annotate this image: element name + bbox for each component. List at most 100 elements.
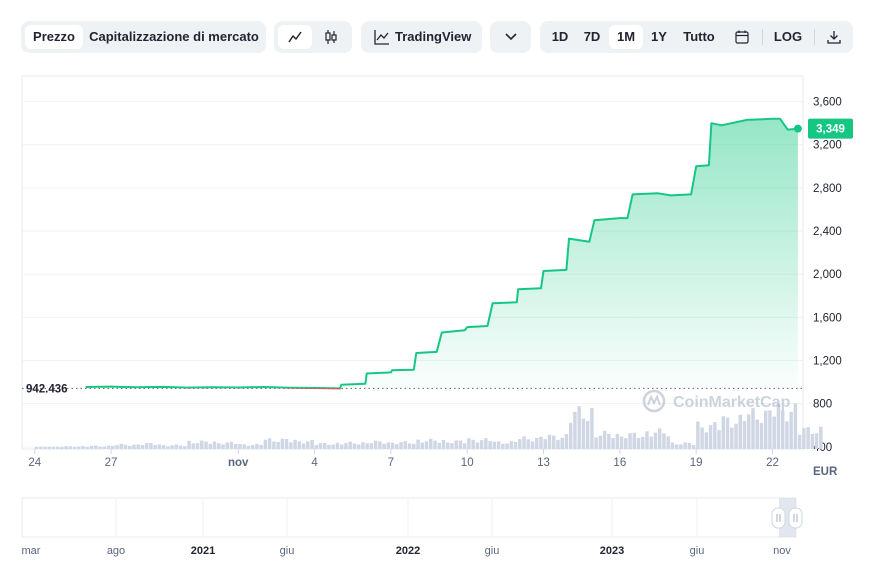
volume-bar	[551, 435, 556, 449]
line-chart-button[interactable]	[278, 25, 312, 49]
navigator-x-label: 2022	[396, 545, 420, 557]
volume-bar	[161, 445, 166, 449]
volume-bar	[475, 442, 480, 449]
volume-bar	[250, 445, 255, 449]
volume-bar	[649, 436, 653, 449]
volume-bar	[34, 447, 39, 449]
range-selector: 1D 7D 1M 1Y Tutto LOG	[540, 21, 853, 53]
navigator-x-label: giu	[280, 545, 295, 557]
chart-type-toggle	[274, 21, 352, 53]
volume-bar	[768, 410, 772, 449]
volume-bar	[713, 422, 717, 449]
coinmarketcap-watermark: CoinMarketCap	[642, 389, 791, 413]
volume-bar	[433, 440, 437, 449]
tradingview-label: TradingView	[395, 29, 472, 44]
volume-bar	[293, 439, 297, 449]
volume-bar	[217, 443, 221, 449]
navigator-x-label: 2021	[191, 545, 215, 557]
volume-bar	[488, 440, 492, 449]
volume-bar	[144, 443, 149, 449]
volume-bar	[378, 441, 382, 449]
volume-bar	[666, 436, 670, 449]
volume-bar	[344, 443, 348, 449]
price-chart-svg[interactable]: 4008001,2001,6002,0002,4002,8003,2003,60…	[0, 70, 875, 490]
calendar-button[interactable]	[728, 25, 756, 49]
last-price-marker	[793, 124, 802, 133]
y-tick-label: 3,600	[813, 97, 842, 109]
volume-bar	[645, 431, 649, 449]
tab-price[interactable]: Prezzo	[25, 25, 83, 49]
volume-bar	[403, 441, 408, 449]
volume-bar	[513, 442, 518, 449]
volume-bar	[437, 442, 441, 449]
volume-bar	[759, 422, 764, 449]
volume-bar	[484, 438, 488, 449]
range-navigator[interactable]: mar ago 2021 giu 2022 giu 2023 giu nov	[0, 492, 875, 573]
volume-bar	[492, 441, 497, 449]
y-tick-label: 3,200	[813, 140, 842, 152]
volume-bar	[560, 437, 564, 449]
range-1y[interactable]: 1Y	[651, 29, 667, 44]
volume-bar	[149, 443, 153, 449]
toolbar-divider	[762, 29, 763, 45]
volume-bar	[289, 442, 293, 449]
line-chart-icon	[288, 31, 302, 43]
volume-bar	[255, 443, 259, 449]
volume-bar	[594, 437, 598, 449]
volume-bar	[373, 440, 378, 449]
tab-market-cap[interactable]: Capitalizzazione di mercato	[89, 29, 259, 44]
range-1d[interactable]: 1D	[551, 29, 569, 44]
x-tick-label: 4	[311, 457, 318, 469]
calendar-icon	[735, 30, 749, 44]
volume-bar	[568, 422, 573, 449]
current-price-badge	[808, 118, 853, 139]
navigator-handle[interactable]	[788, 507, 803, 529]
volume-bar	[734, 423, 738, 449]
range-7d[interactable]: 7D	[583, 29, 601, 44]
range-all[interactable]: Tutto	[683, 29, 715, 44]
volume-bar	[132, 444, 136, 449]
volume-bar	[556, 439, 560, 449]
volume-bar	[590, 407, 594, 449]
reference-price-label: 942.436	[26, 383, 68, 395]
volume-bar	[157, 444, 162, 449]
more-options-dropdown[interactable]	[490, 21, 531, 53]
volume-bar	[356, 444, 361, 449]
volume-bar	[763, 410, 768, 449]
volume-bar	[802, 428, 806, 449]
volume-bar	[611, 437, 615, 449]
navigator-handle[interactable]	[771, 507, 786, 529]
volume-bar	[755, 419, 759, 449]
volume-bar	[267, 438, 272, 449]
navigator-x-label: giu	[690, 545, 705, 557]
volume-bar	[641, 437, 645, 449]
volume-bar	[628, 433, 632, 449]
download-button[interactable]	[820, 25, 848, 49]
volume-bar	[153, 445, 157, 449]
log-scale-toggle[interactable]: LOG	[773, 29, 803, 44]
volume-bar	[462, 443, 467, 449]
volume-bar	[225, 442, 229, 449]
range-navigator-svg[interactable]: mar ago 2021 giu 2022 giu 2023 giu nov	[0, 492, 875, 573]
volume-bar	[119, 443, 123, 449]
volume-bar	[238, 444, 242, 449]
volume-bar	[348, 441, 352, 449]
volume-bar	[280, 438, 285, 449]
volume-bar	[547, 434, 552, 449]
volume-bar	[395, 444, 399, 449]
volume-bar	[776, 403, 781, 449]
tradingview-button[interactable]: TradingView	[361, 21, 482, 53]
volume-bar	[314, 445, 318, 449]
volume-bar	[263, 439, 268, 449]
price-chart[interactable]: 400 800 1,200 1,600 2,000 2,400 2,800 3,200 3,60…	[0, 70, 875, 490]
watermark-text: CoinMarketCap	[673, 394, 791, 411]
toolbar-divider	[814, 29, 815, 45]
range-1m[interactable]: 1M	[609, 25, 643, 49]
volume-bar	[717, 430, 721, 449]
y-tick-label: 800	[813, 399, 832, 411]
volume-bar	[246, 445, 251, 449]
candlestick-button[interactable]	[314, 25, 348, 49]
volume-bar	[539, 436, 543, 449]
volume-bar	[369, 443, 374, 449]
volume-bar	[535, 437, 539, 449]
